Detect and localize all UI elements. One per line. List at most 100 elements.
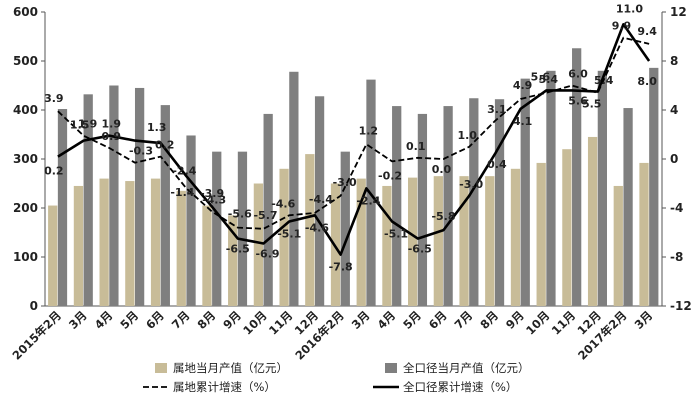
legend-label: 全口径当月产值（亿元）	[403, 361, 530, 375]
bar-total	[212, 151, 222, 306]
bar-local	[125, 181, 135, 306]
local-growth-label: -5.6	[228, 208, 252, 221]
bar-total	[392, 106, 402, 306]
total-growth-label: 0.4	[487, 158, 507, 171]
x-tick-label: 6月	[426, 308, 450, 332]
right-tick-label: 12	[670, 5, 687, 19]
local-growth-label: 0.0	[432, 163, 452, 176]
local-growth-label: -4.6	[271, 197, 295, 210]
bar-local	[562, 149, 572, 306]
bar-local	[99, 178, 109, 306]
x-tick-label: 3月	[632, 308, 656, 332]
bar-local	[382, 185, 392, 306]
bar-local	[150, 178, 161, 306]
total-growth-label: -3.9	[200, 187, 224, 200]
x-tick-label: 8月	[195, 308, 219, 332]
x-tick-label: 4月	[92, 308, 116, 332]
bar-total	[160, 105, 170, 306]
bar-total	[289, 71, 299, 306]
bar-local	[48, 205, 58, 306]
left-tick-label: 400	[13, 103, 38, 117]
bar-total	[572, 48, 582, 306]
total-growth-label: -6.5	[226, 243, 250, 256]
total-growth-label: 5.6	[568, 94, 588, 107]
local-growth-label: 1.2	[359, 124, 379, 137]
x-tick-label: 4月	[374, 308, 398, 332]
bar-local	[228, 215, 238, 306]
total-growth-label: 8.0	[637, 75, 657, 88]
bar-local	[279, 168, 289, 306]
total-growth-label: -5.1	[384, 227, 408, 240]
local-growth-label: 5.4	[539, 73, 559, 86]
local-growth-label: -2.4	[172, 164, 196, 177]
left-tick-label: 500	[13, 54, 38, 68]
right-tick-label: -4	[670, 201, 683, 215]
left-tick-label: 300	[13, 152, 38, 166]
bar-total	[340, 151, 350, 306]
bar-total	[546, 70, 556, 306]
left-tick-label: 100	[13, 250, 38, 264]
x-tick-label: 10月	[240, 308, 269, 337]
left-tick-label: 0	[30, 299, 38, 313]
right-tick-label: 4	[670, 103, 678, 117]
x-tick-label: 7月	[169, 308, 193, 332]
x-tick-label: 5月	[117, 308, 141, 332]
bar-total	[186, 135, 196, 306]
bar-local	[433, 176, 443, 306]
local-growth-label: 3.1	[487, 103, 507, 116]
total-growth-label: -5.8	[431, 210, 455, 223]
legend-label: 属地当月产值（亿元）	[173, 361, 288, 375]
bar-local	[587, 136, 598, 306]
bar-total	[83, 94, 93, 306]
bar-total	[649, 67, 659, 306]
bar-total	[443, 106, 453, 306]
local-growth-label: -0.3	[129, 145, 153, 158]
total-growth-label: -5.1	[277, 227, 301, 240]
right-tick-label: -8	[670, 250, 683, 264]
bar-local	[459, 176, 469, 306]
total-growth-label: 1.3	[147, 121, 167, 134]
total-growth-label: 0.2	[44, 165, 64, 178]
bar-local	[202, 205, 212, 306]
local-growth-label: -5.7	[253, 209, 277, 222]
bar-total	[314, 96, 325, 306]
bar-total	[520, 78, 530, 306]
bar-local	[485, 176, 495, 306]
local-growth-label: -4.3	[202, 194, 226, 207]
left-tick-label: 600	[13, 5, 38, 19]
local-growth-label: -4.4	[309, 193, 333, 206]
right-tick-label: 0	[670, 152, 678, 166]
bar-total	[623, 108, 633, 306]
bar-total	[494, 99, 505, 306]
legend-swatch	[155, 363, 167, 373]
x-tick-label: 10月	[523, 308, 552, 337]
total-growth-label: 1.5	[70, 119, 90, 132]
legend-label: 全口径累计增速（%）	[403, 380, 517, 394]
right-tick-label: -12	[670, 299, 692, 313]
total-growth-label: 5.5	[582, 98, 602, 111]
bar-local	[253, 183, 264, 306]
local-growth-label: 0.2	[155, 139, 175, 152]
local-growth-label: 0.1	[406, 140, 426, 153]
local-growth-label: 1.9	[78, 118, 98, 131]
bar-total	[109, 85, 119, 306]
total-growth-label: -4.6	[305, 221, 329, 234]
local-growth-label: 3.9	[44, 92, 64, 105]
total-growth-label: -3.0	[459, 178, 483, 191]
total-growth-line	[57, 23, 651, 256]
local-growth-label: 0.9	[102, 130, 122, 143]
total-growth-label: 5.6	[531, 70, 551, 83]
total-growth-label: -6.5	[408, 243, 432, 256]
bar-total	[134, 87, 145, 306]
local-growth-label: 9.9	[612, 20, 632, 33]
total-growth-label: -2.4	[356, 194, 380, 207]
x-tick-label: 11月	[549, 308, 578, 337]
x-tick-label: 3月	[66, 308, 90, 332]
local-growth-label: -3.0	[333, 176, 357, 189]
bar-local	[356, 178, 366, 306]
x-tick-label: 8月	[477, 308, 501, 332]
total-growth-label: -1.4	[170, 186, 194, 199]
local-growth-label: 4.9	[513, 79, 533, 92]
x-tick-label: 3月	[349, 308, 373, 332]
